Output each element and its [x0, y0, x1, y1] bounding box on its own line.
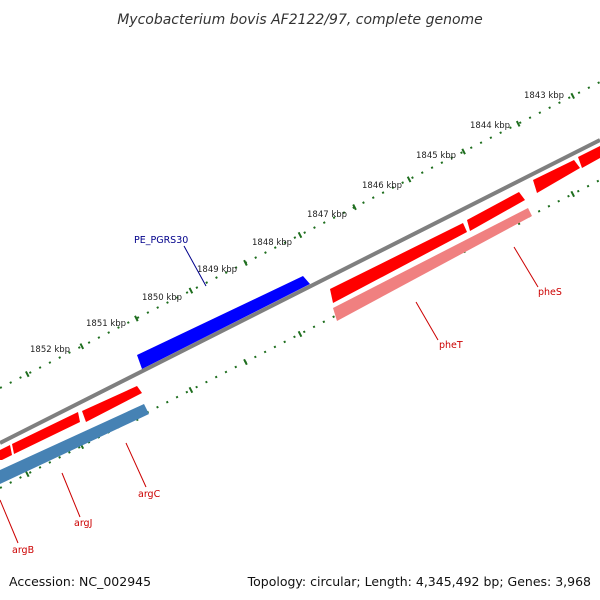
outer-major-tick-8 — [461, 148, 466, 155]
outer-major-tick-3 — [188, 287, 194, 294]
gene-pe-pgrs30[interactable] — [137, 276, 310, 369]
gene-labels: pheS pheT argC argJ argB PE_PGRS30 — [12, 235, 562, 556]
gene-label-argJ[interactable]: argJ — [74, 518, 92, 529]
outer-major-tick-5 — [297, 231, 303, 239]
outer-minor-ticks — [0, 81, 600, 389]
forward-strand-genes — [0, 146, 600, 460]
outer-major-tick-1 — [79, 343, 85, 350]
reverse-strand-genes — [0, 208, 532, 484]
outer-major-tick-6 — [352, 204, 357, 211]
inner-major-tick-5 — [297, 330, 303, 338]
gene-label-pe-pgrs30[interactable]: PE_PGRS30 — [134, 235, 188, 246]
genome-backbone — [0, 138, 600, 445]
gene-pheS-forward[interactable] — [467, 192, 525, 231]
outer-tick-ring — [0, 81, 600, 389]
tick-label-1852: 1852 kbp — [30, 345, 70, 355]
gene-argC-forward[interactable] — [82, 386, 142, 422]
outer-major-tick-9 — [515, 120, 521, 127]
outer-major-tick-10 — [570, 92, 575, 100]
outer-major-tick-7 — [406, 176, 412, 183]
leader-pheS — [513, 246, 539, 288]
gene-argJ-forward[interactable] — [12, 412, 80, 454]
gene-pheT-forward[interactable] — [330, 223, 467, 303]
inner-major-tick-4 — [243, 358, 248, 366]
genome-summary-text: Topology: circular; Length: 4,345,492 bp… — [247, 574, 591, 589]
tick-label-1847: 1847 kbp — [307, 210, 347, 220]
outer-major-ticks — [25, 92, 575, 378]
leader-pheT — [415, 301, 439, 341]
outer-major-tick-4 — [243, 259, 248, 266]
tick-label-1843: 1843 kbp — [524, 91, 564, 101]
gene-label-leaders — [0, 245, 539, 544]
tick-label-1845: 1845 kbp — [416, 151, 456, 161]
tick-label-1846: 1846 kbp — [362, 181, 402, 191]
map-title: Mycobacterium bovis AF2122/97, complete … — [117, 12, 483, 28]
inner-major-tick-0 — [25, 470, 30, 478]
outer-major-tick-0 — [25, 370, 30, 378]
gene-forward-next[interactable] — [533, 160, 580, 193]
tick-label-1850: 1850 kbp — [142, 293, 182, 303]
leader-argB — [0, 499, 19, 544]
leader-pe-pgrs30 — [183, 245, 207, 287]
outer-major-tick-2 — [134, 315, 139, 322]
gene-arg-reverse[interactable] — [0, 404, 149, 484]
gene-label-pheS[interactable]: pheS — [538, 287, 562, 298]
inner-major-tick-3 — [188, 386, 194, 394]
tick-label-1844: 1844 kbp — [470, 121, 510, 131]
tick-label-1851: 1851 kbp — [86, 319, 126, 329]
leader-argC — [125, 442, 147, 488]
gene-argB-forward[interactable] — [0, 445, 12, 460]
gene-forward-edge[interactable] — [578, 146, 600, 168]
inner-major-tick-10 — [570, 190, 575, 198]
gene-label-argB[interactable]: argB — [12, 545, 34, 556]
accession-text: Accession: NC_002945 — [9, 574, 151, 589]
tick-label-1849: 1849 kbp — [197, 265, 237, 275]
gene-label-argC[interactable]: argC — [138, 489, 161, 500]
leader-argJ — [61, 472, 81, 518]
gene-label-pheT[interactable]: pheT — [439, 340, 463, 351]
gene-pheT-reverse[interactable] — [333, 208, 532, 321]
outer-tick-labels: 1843 kbp 1844 kbp 1845 kbp 1846 kbp 1847… — [30, 91, 564, 355]
tick-label-1848: 1848 kbp — [252, 238, 292, 248]
